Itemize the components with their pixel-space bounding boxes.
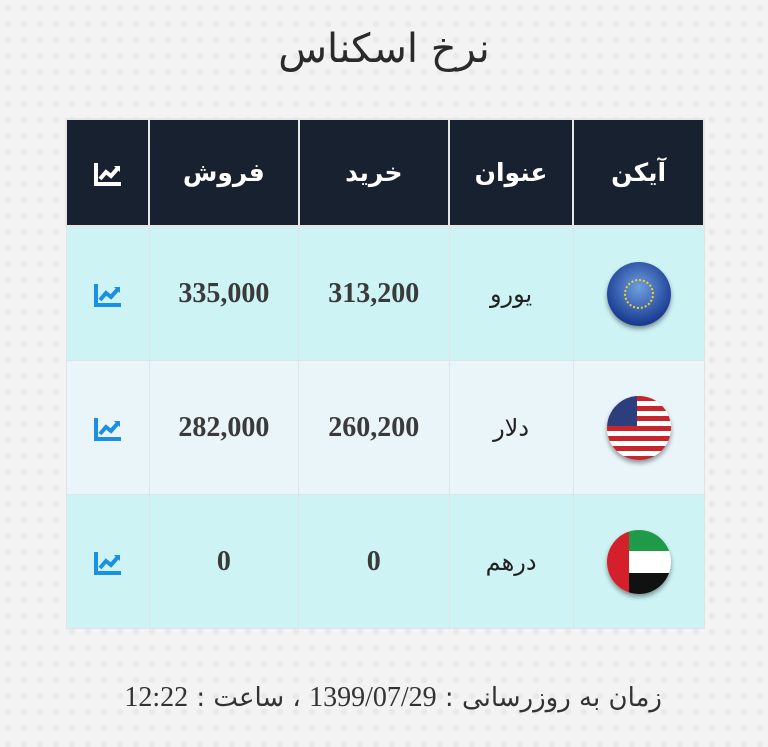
chart-button[interactable] bbox=[65, 494, 150, 629]
table-row: یورو 313,200 335,000 bbox=[65, 225, 705, 361]
buy-price: 260,200 bbox=[298, 360, 450, 495]
chart-icon[interactable] bbox=[93, 282, 123, 308]
currency-name: درهم bbox=[448, 494, 574, 629]
last-update: زمان به روزرسانی : 1399/07/29 ، ساعت : 1… bbox=[124, 682, 662, 714]
sell-price: 0 bbox=[148, 494, 300, 629]
time-label: ، ساعت : bbox=[196, 683, 301, 713]
header-chart bbox=[64, 118, 151, 227]
header-sell: فروش bbox=[148, 118, 300, 227]
page-title: نرخ اسکناس bbox=[278, 26, 490, 72]
table-header: آیکن عنوان خرید فروش bbox=[64, 118, 705, 227]
currency-name: یورو bbox=[448, 225, 574, 361]
uae-flag-icon bbox=[606, 529, 671, 594]
buy-price: 0 bbox=[298, 494, 450, 629]
update-date: 1399/07/29 bbox=[309, 682, 437, 713]
chart-button[interactable] bbox=[65, 225, 150, 361]
sell-price: 335,000 bbox=[148, 225, 300, 361]
table-row: دلار 260,200 282,000 bbox=[65, 360, 705, 495]
chart-icon[interactable] bbox=[93, 416, 123, 442]
header-name: عنوان bbox=[447, 118, 575, 227]
chart-icon bbox=[93, 163, 121, 186]
buy-price: 313,200 bbox=[298, 225, 450, 361]
update-label: زمان به روزرسانی : bbox=[444, 683, 662, 713]
us-flag-icon bbox=[606, 395, 671, 460]
header-icon: آیکن bbox=[572, 118, 705, 227]
update-time: 12:22 bbox=[124, 682, 189, 713]
currency-name: دلار bbox=[448, 360, 574, 495]
currency-rates-table: آیکن عنوان خرید فروش یورو 313,200 335,00… bbox=[64, 118, 705, 629]
sell-price: 282,000 bbox=[148, 360, 300, 495]
header-buy: خرید bbox=[297, 118, 451, 227]
chart-button[interactable] bbox=[65, 360, 150, 495]
eu-flag-icon bbox=[606, 261, 671, 326]
chart-icon[interactable] bbox=[93, 550, 123, 576]
table-row: درهم 0 0 bbox=[65, 494, 705, 629]
